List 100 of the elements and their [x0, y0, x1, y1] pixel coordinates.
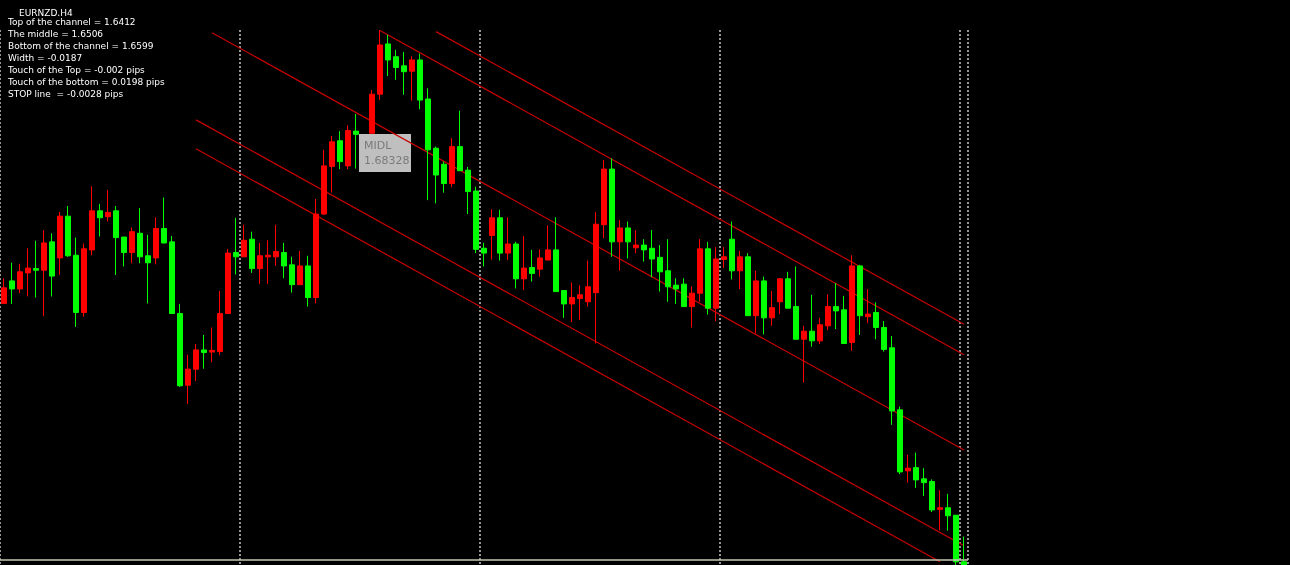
candlestick: [121, 236, 127, 267]
candlestick: [401, 51, 407, 96]
candlestick: [689, 285, 695, 328]
candlestick: [345, 124, 351, 170]
candlestick: [921, 467, 927, 497]
candlestick: [217, 290, 223, 356]
candlestick: [929, 478, 935, 513]
candlestick: [73, 237, 79, 328]
candlestick: [801, 325, 807, 384]
candlestick: [65, 205, 71, 258]
candlestick: [745, 252, 751, 317]
candlestick: [841, 295, 847, 345]
candlestick: [161, 196, 167, 244]
candlestick: [889, 335, 895, 426]
candlestick: [393, 49, 399, 81]
candlestick: [9, 262, 15, 305]
candlestick: [649, 229, 655, 278]
candlestick: [905, 454, 911, 484]
candlestick: [41, 229, 47, 317]
candlestick: [33, 240, 39, 298]
candlestick: [265, 239, 271, 285]
annotation: MIDL 1.68328: [364, 139, 410, 167]
candlestick: [249, 231, 255, 274]
candlestick: [657, 244, 663, 293]
candlestick: [945, 493, 951, 532]
candlestick: [857, 264, 863, 336]
candlestick: [313, 198, 319, 304]
candlestick: [505, 216, 511, 261]
candlestick: [145, 234, 151, 304]
candlestick: [185, 354, 191, 405]
candlestick: [625, 221, 631, 259]
candlestick: [737, 250, 743, 290]
candlestick: [81, 242, 87, 318]
candlestick: [465, 166, 471, 215]
candlestick: [305, 255, 311, 308]
candlestick: [873, 301, 879, 340]
text: Top of the channel = 1.6412: [7, 16, 136, 27]
candlestick: [377, 29, 383, 101]
candlestick: [193, 343, 199, 382]
candlestick: [17, 263, 23, 294]
candlestick: [777, 278, 783, 315]
candlestick: [961, 536, 967, 565]
candlestick: [57, 211, 63, 276]
candlestick: [537, 248, 543, 278]
candlestick: [521, 235, 527, 291]
candlestick: [89, 185, 95, 256]
annotation: Width = -0.0187: [8, 52, 83, 63]
annotation: Touch of the bottom = 0.0198 pips: [7, 76, 165, 87]
candlestick: [289, 256, 295, 294]
candlestick: [153, 216, 159, 265]
candlestick: [481, 242, 487, 267]
candlestick: [665, 238, 671, 303]
annotation: STOP line = -0.0028 pips: [8, 88, 124, 99]
candlestick: [425, 87, 431, 201]
candlestick: [617, 219, 623, 272]
annotation: Touch of the Top = -0.002 pips: [7, 64, 146, 75]
candlestick: [529, 249, 535, 282]
candlestick: [609, 157, 615, 258]
candlestick: [553, 216, 559, 293]
candlestick: [697, 238, 703, 303]
candlestick: [337, 130, 343, 170]
candlestick: [1, 277, 7, 304]
annotation: Bottom of the channel = 1.6599: [8, 40, 154, 51]
candlestick: [49, 232, 55, 297]
candlestick: [769, 290, 775, 327]
candlestick: [729, 221, 735, 280]
candlestick: [793, 265, 799, 340]
candlestick: [113, 205, 119, 276]
candlestick: [913, 452, 919, 489]
candlestick: [281, 242, 287, 279]
candlestick: [561, 290, 567, 319]
candlestick: [209, 326, 215, 363]
candlestick: [233, 217, 239, 275]
candlestick: [833, 282, 839, 330]
candlestick: [417, 53, 423, 110]
candlestick: [329, 135, 335, 194]
candlestick: [761, 276, 767, 335]
candlestick: [897, 406, 903, 475]
candlestick: [369, 89, 375, 134]
candlestick: [545, 224, 551, 261]
candlestick: [881, 320, 887, 353]
candlestick: [321, 149, 327, 216]
candlestick: [601, 159, 607, 239]
candlestick: [865, 288, 871, 324]
candlestick: [177, 303, 183, 388]
candlestick: [705, 241, 711, 316]
candlestick: [497, 209, 503, 262]
candlestick: [257, 242, 263, 285]
candlestick: [721, 246, 727, 269]
candlestick: [433, 146, 439, 204]
candlestick: [953, 514, 959, 565]
candlestick: [105, 189, 111, 223]
candlestick: [241, 224, 247, 258]
candlestick: [409, 55, 415, 102]
candlestick: [753, 270, 759, 334]
candlestick: [169, 235, 175, 315]
candlestick: [489, 208, 495, 261]
candlestick: [713, 246, 719, 322]
candlestick: [809, 294, 815, 348]
candlestick: [129, 226, 135, 264]
